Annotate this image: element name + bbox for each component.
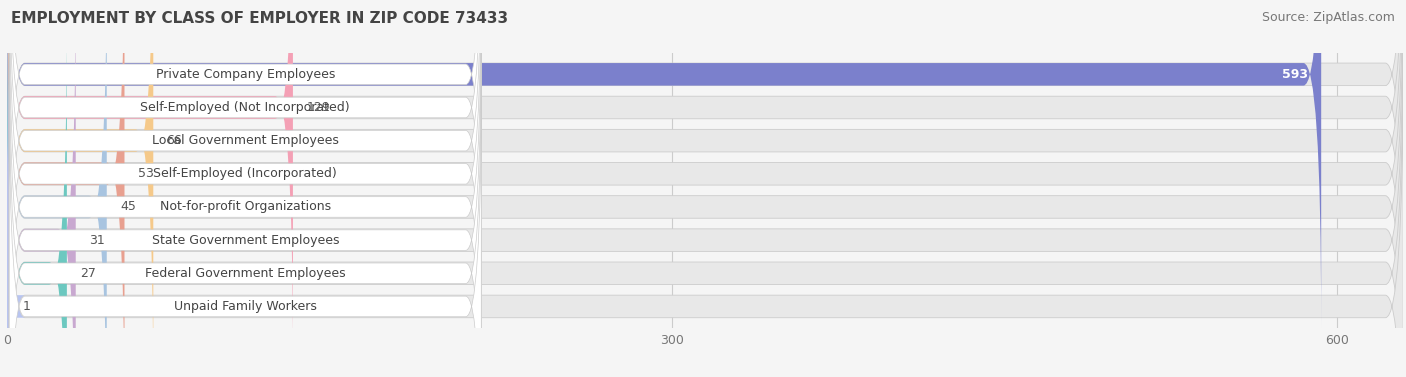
Text: 593: 593 (1282, 68, 1308, 81)
FancyBboxPatch shape (7, 0, 125, 377)
FancyBboxPatch shape (7, 0, 1403, 377)
FancyBboxPatch shape (10, 0, 481, 362)
FancyBboxPatch shape (7, 0, 1322, 328)
FancyBboxPatch shape (10, 0, 481, 296)
Text: EMPLOYMENT BY CLASS OF EMPLOYER IN ZIP CODE 73433: EMPLOYMENT BY CLASS OF EMPLOYER IN ZIP C… (11, 11, 509, 26)
FancyBboxPatch shape (10, 84, 481, 377)
Text: 1: 1 (22, 300, 31, 313)
Text: 45: 45 (120, 201, 136, 213)
Text: 66: 66 (166, 134, 183, 147)
FancyBboxPatch shape (7, 0, 1403, 377)
FancyBboxPatch shape (7, 0, 76, 377)
FancyBboxPatch shape (7, 0, 292, 362)
Text: Self-Employed (Not Incorporated): Self-Employed (Not Incorporated) (141, 101, 350, 114)
Text: Private Company Employees: Private Company Employees (156, 68, 335, 81)
Text: 27: 27 (80, 267, 96, 280)
Text: Source: ZipAtlas.com: Source: ZipAtlas.com (1261, 11, 1395, 24)
Text: 53: 53 (138, 167, 153, 180)
FancyBboxPatch shape (10, 0, 481, 377)
Text: Not-for-profit Organizations: Not-for-profit Organizations (160, 201, 330, 213)
Text: Self-Employed (Incorporated): Self-Employed (Incorporated) (153, 167, 337, 180)
Text: State Government Employees: State Government Employees (152, 234, 339, 247)
FancyBboxPatch shape (0, 52, 25, 377)
FancyBboxPatch shape (7, 0, 1403, 377)
FancyBboxPatch shape (10, 0, 481, 329)
FancyBboxPatch shape (7, 19, 1403, 377)
Text: 31: 31 (89, 234, 105, 247)
FancyBboxPatch shape (10, 18, 481, 377)
FancyBboxPatch shape (10, 0, 481, 377)
FancyBboxPatch shape (7, 19, 67, 377)
FancyBboxPatch shape (7, 0, 153, 377)
FancyBboxPatch shape (7, 52, 1403, 377)
Text: Local Government Employees: Local Government Employees (152, 134, 339, 147)
Text: 129: 129 (307, 101, 330, 114)
FancyBboxPatch shape (7, 0, 107, 377)
FancyBboxPatch shape (7, 0, 1403, 377)
Text: Federal Government Employees: Federal Government Employees (145, 267, 346, 280)
FancyBboxPatch shape (7, 0, 1403, 362)
FancyBboxPatch shape (7, 0, 1403, 328)
Text: Unpaid Family Workers: Unpaid Family Workers (174, 300, 316, 313)
FancyBboxPatch shape (10, 51, 481, 377)
